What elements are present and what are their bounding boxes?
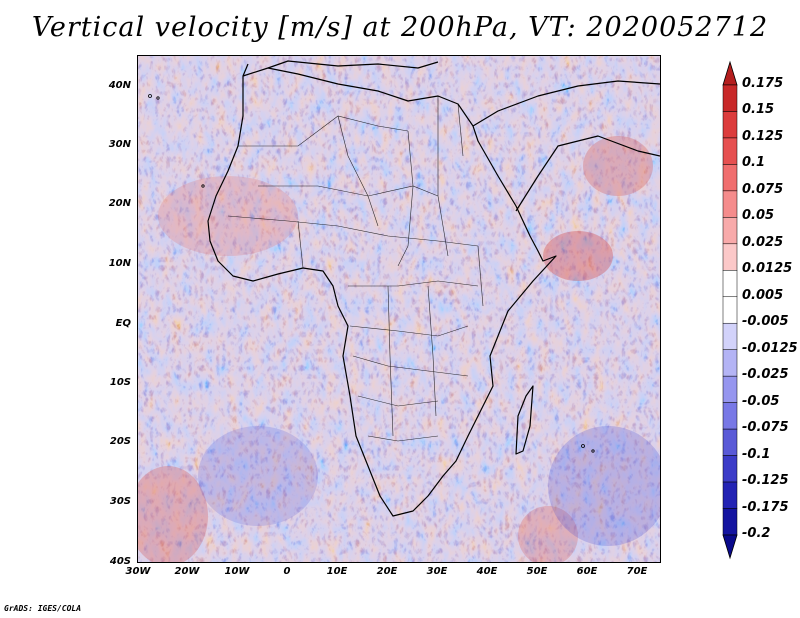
lon-label-30e: 30E [426,566,448,577]
colorbar-label: -0.1 [742,446,771,462]
colorbar-box [722,455,738,483]
colorbar-box [722,164,738,192]
lat-label-10s: 10S [109,377,131,388]
colorbar-label: -0.075 [742,420,789,436]
colorbar-box [722,375,738,403]
colorbar-label: 0.05 [742,208,775,224]
colorbar-label: 0.175 [742,76,784,91]
lat-label-40s: 40S [109,556,131,567]
lon-label-70e: 70E [626,566,648,577]
colorbar-label: -0.005 [742,314,789,330]
colorbar-bottom-arrow [722,534,738,560]
colorbar-box [722,243,738,271]
lon-label-40e: 40E [476,566,498,577]
colorbar-label: -0.125 [742,473,789,489]
map-frame [128,55,668,566]
colorbar-box [722,402,738,430]
colorbar-box [722,84,738,112]
colorbar-label: -0.025 [742,367,789,383]
colorbar-label: 0.1 [742,155,766,171]
colorbar-label: 0.15 [742,102,775,118]
coastlines [207,60,661,517]
colorbar-box [722,190,738,218]
colorbar-box [722,349,738,377]
lon-label-20e: 20E [376,566,398,577]
colorbar-label: -0.05 [742,393,780,409]
colorbar-box [722,111,738,139]
colorbar-label: 0.125 [742,128,784,144]
lon-label-60e: 60E [576,566,598,577]
footer-credit: GrADS: IGES/COLA [4,604,82,613]
lat-label-eq: EQ [115,318,131,329]
colorbar-box [722,481,738,509]
colorbar-label: -0.2 [742,526,771,541]
lat-label-20n: 20N [108,198,131,209]
lat-label-40n: 40N [108,80,131,91]
colorbar-label: -0.175 [742,499,789,515]
country-borders [227,96,484,442]
colorbar [722,60,738,560]
colorbar-label: -0.0125 [742,340,798,356]
colorbar-box [722,137,738,165]
colorbar-box [722,296,738,324]
lat-label-30s: 30S [109,496,131,507]
lon-label-50e: 50E [526,566,548,577]
colorbar-label: 0.005 [742,287,784,303]
velocity-map [128,56,668,566]
lat-label-30n: 30N [108,139,131,150]
colorbar-box [722,217,738,245]
islands [148,94,595,453]
colorbar-label: 0.075 [742,181,784,197]
lon-label-10w: 10W [224,566,250,577]
lon-label-10e: 10E [326,566,348,577]
lon-label-30w: 30W [125,566,151,577]
colorbar-box [722,428,738,456]
lon-label-0: 0 [283,566,291,577]
colorbar-box [722,322,738,350]
colorbar-box [722,270,738,298]
lon-label-20w: 20W [174,566,200,577]
lat-label-20s: 20S [109,436,131,447]
lat-label-10n: 10N [108,258,131,269]
colorbar-label: 0.025 [742,234,784,250]
colorbar-label: 0.0125 [742,261,793,277]
colorbar-top-arrow [722,60,738,86]
chart-title: Vertical velocity [m/s] at 200hPa, VT: 2… [31,12,769,43]
colorbar-box [722,508,738,536]
